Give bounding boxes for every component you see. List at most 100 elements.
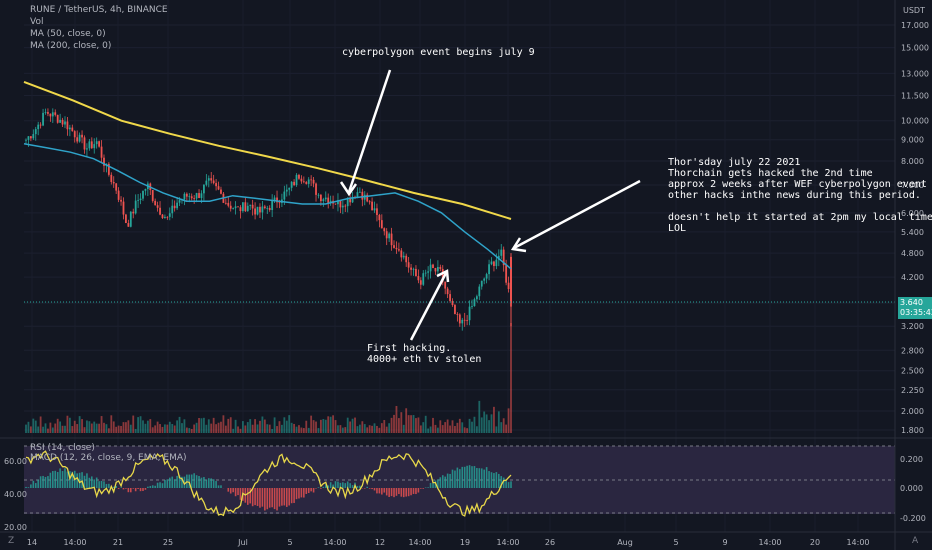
candle-body [315, 183, 317, 195]
volume-bar [234, 419, 237, 433]
candle-body [466, 320, 469, 321]
volume-bar [288, 415, 291, 433]
ma200-line [23, 80, 512, 220]
volume-bar [159, 424, 161, 433]
candle-body [132, 211, 135, 214]
candle-body [385, 231, 388, 239]
price-tick-label: 15.000 [901, 44, 929, 53]
candle-body [239, 207, 242, 212]
macd-bar [83, 475, 86, 488]
volume-bar [105, 424, 108, 433]
volume-bar [507, 408, 510, 433]
candle-body [376, 208, 378, 215]
macd-bar [210, 478, 213, 488]
candle-body [441, 268, 444, 282]
macd-bar [300, 488, 303, 498]
macd-bar [322, 486, 325, 488]
candle-body [242, 202, 244, 212]
macd-bar [61, 471, 64, 488]
candle-body [285, 189, 288, 192]
candle-body [463, 319, 466, 321]
volume-bar [90, 423, 93, 433]
candle-body [81, 134, 83, 138]
macd-bar [112, 486, 115, 488]
volume-bar [427, 428, 430, 433]
macd-bar [444, 476, 446, 488]
macd-bar [337, 481, 339, 488]
macd-bar [198, 476, 200, 488]
macd-bar [234, 488, 237, 497]
indicator-legend[interactable]: RSI (14, close) MACD (12, 26, close, 9, … [30, 443, 187, 463]
candle-body [322, 199, 325, 202]
price-tick-label: 11.500 [901, 91, 929, 100]
candle-body [271, 200, 274, 211]
candle-body [37, 124, 40, 130]
candle-body [59, 119, 62, 123]
candle-body [261, 206, 264, 213]
volume-bar [181, 423, 183, 433]
candle-body [142, 190, 144, 199]
candle-body [446, 288, 449, 295]
volume-bar [256, 424, 259, 433]
macd-bar [139, 488, 142, 492]
volume-bar [317, 428, 320, 433]
candle-body [64, 121, 66, 125]
volume-bar [164, 424, 166, 433]
candle-body [390, 233, 393, 246]
price-tick-label: 1.800 [901, 426, 924, 435]
volume-bar [339, 425, 342, 433]
candle-body [246, 205, 249, 212]
volume-bar [388, 423, 391, 433]
volume-bar [227, 418, 230, 433]
volume-bar [439, 420, 442, 433]
volume-bar [422, 422, 425, 433]
main-legend[interactable]: RUNE / TetherUS, 4h, BINANCE Vol MA (50,… [30, 4, 168, 52]
macd-bar [383, 488, 386, 493]
macd-bar [115, 485, 117, 488]
corner-left-label[interactable]: Z [8, 536, 15, 546]
volume-bar [393, 414, 395, 433]
time-tick-label: 21 [113, 538, 123, 547]
macd-bar [205, 479, 208, 488]
volume-bar [500, 422, 503, 433]
volume-bar [86, 420, 88, 433]
candle-body [427, 271, 430, 273]
price-tick-label: 4.200 [901, 273, 924, 282]
candle-body [61, 119, 64, 125]
candle-body [76, 137, 79, 142]
macd-bar [105, 483, 108, 488]
volume-bar [59, 421, 62, 433]
volume-bar [37, 426, 40, 433]
macd-bar [368, 488, 371, 489]
macd-bar [200, 477, 203, 488]
candle-body [349, 197, 352, 203]
candle-body [83, 137, 86, 150]
macd-bar [91, 476, 93, 488]
arrow-first-hack [409, 272, 448, 341]
volume-bar [273, 417, 276, 433]
candle-body [475, 296, 478, 300]
volume-bar [32, 418, 35, 433]
macd-bar [190, 474, 193, 488]
macd-bar [88, 477, 91, 488]
corner-right-label[interactable]: A [912, 536, 919, 546]
macd-bar [329, 482, 332, 488]
macd-bar [30, 484, 32, 488]
macd-bar [290, 488, 293, 504]
volume-bar [117, 425, 120, 433]
candle-body [417, 276, 420, 281]
volume-bar [444, 422, 447, 433]
volume-bar [315, 421, 317, 433]
candle-body [122, 201, 125, 215]
candle-body [368, 201, 371, 203]
macd-bar [468, 465, 471, 488]
macd-bar [381, 488, 383, 495]
rsi-line [25, 450, 512, 517]
candle-body [319, 194, 322, 202]
macd-bar [410, 488, 412, 496]
time-tick-label: 14:00 [323, 538, 346, 547]
macd-bar [42, 475, 44, 488]
volume-bar [461, 422, 464, 433]
candle-body [439, 266, 442, 269]
